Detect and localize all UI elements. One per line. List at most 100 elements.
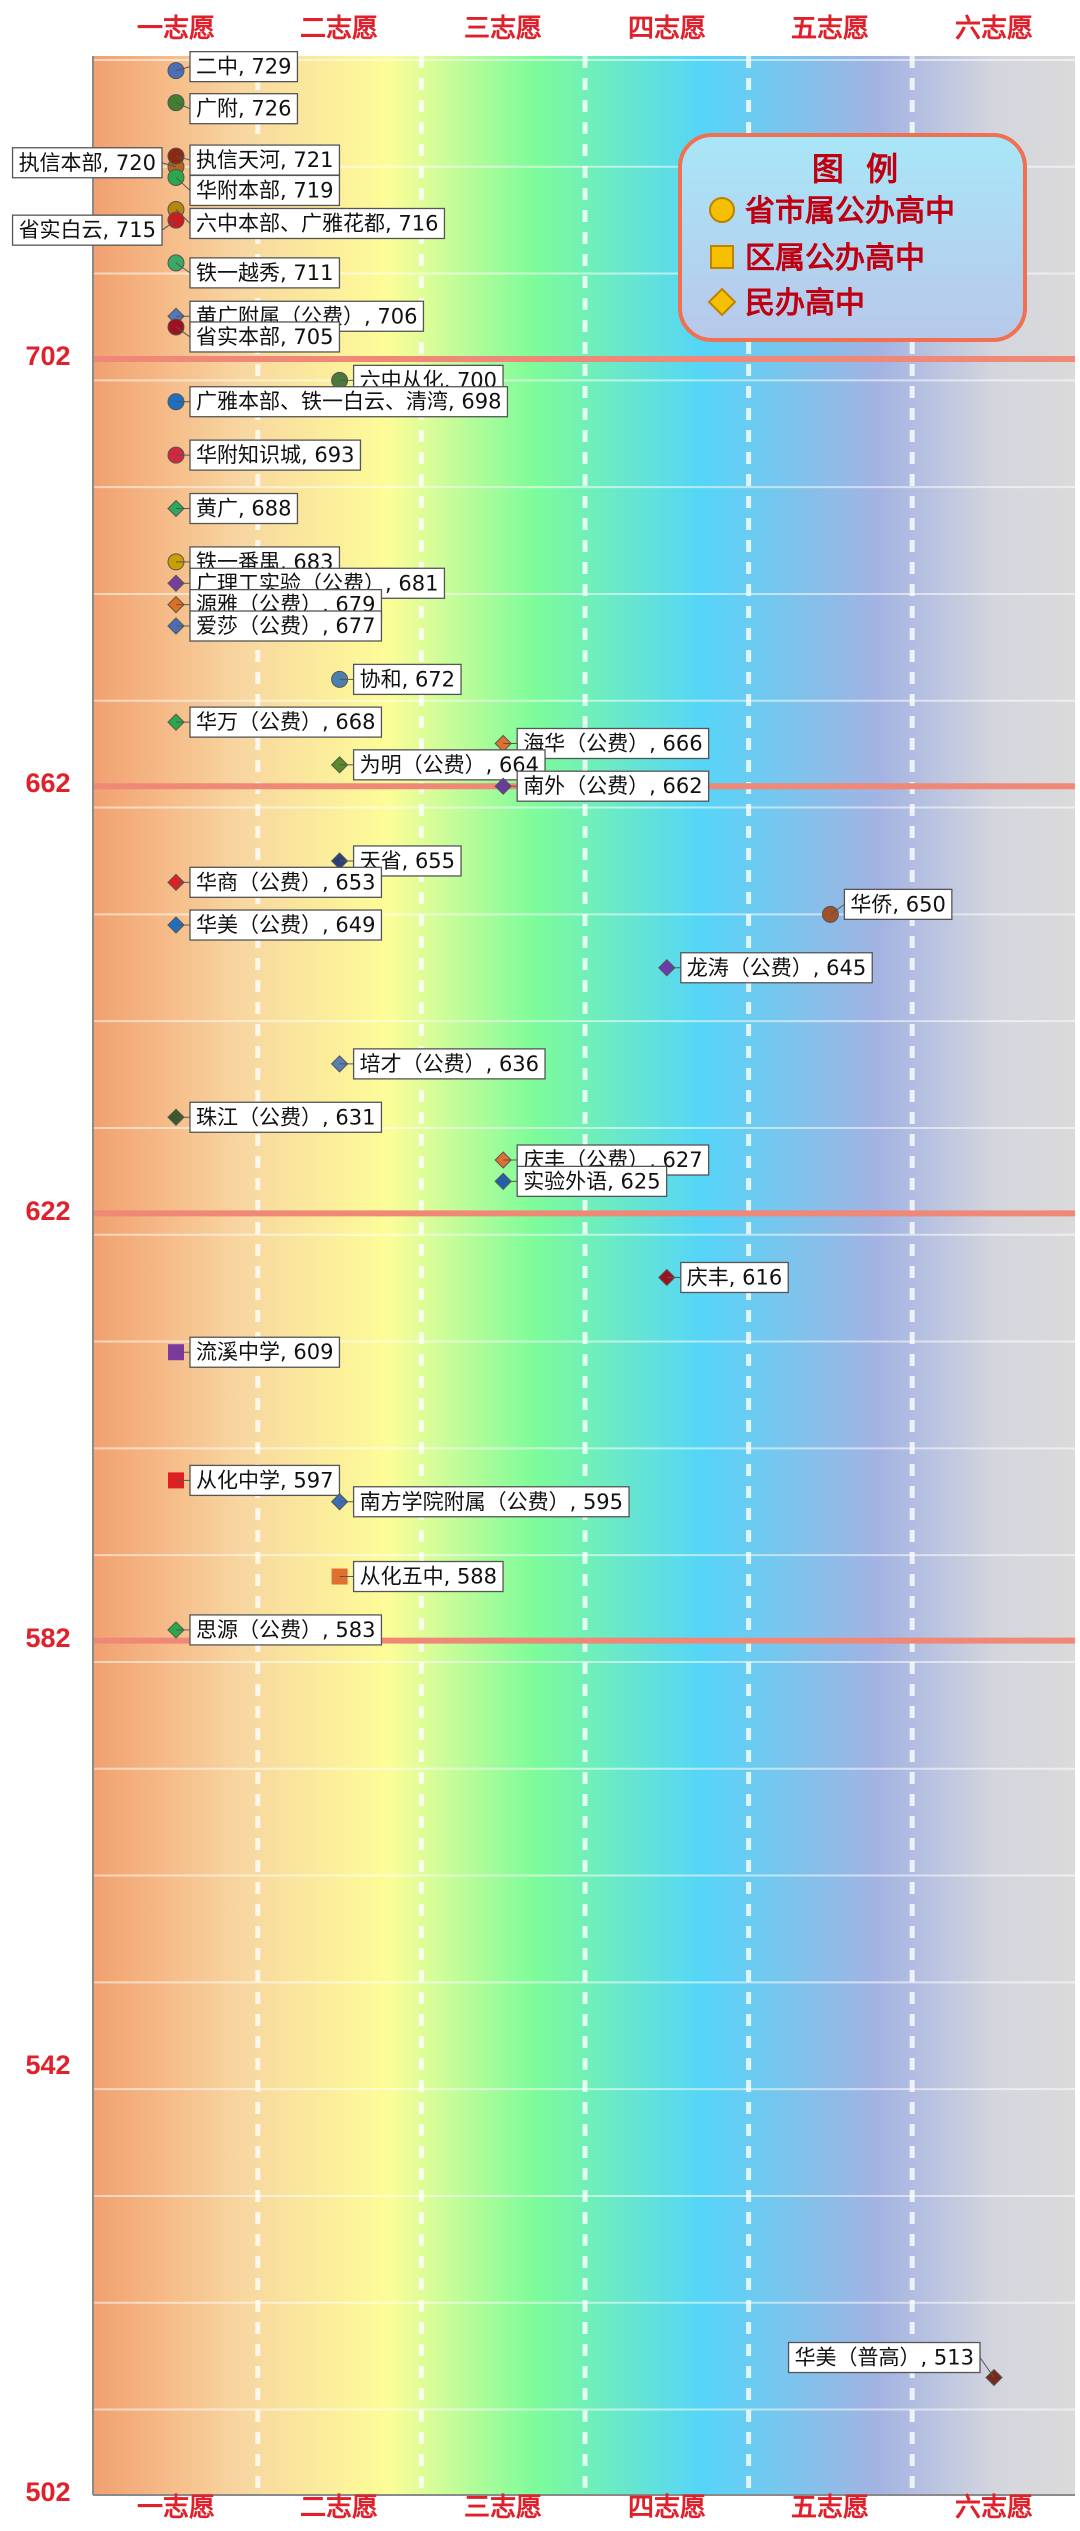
point-label-box <box>189 492 299 525</box>
data-point: 南外（公费）, 662 <box>494 770 710 802</box>
point-label-box <box>352 1048 546 1080</box>
data-point: 省实白云, 715 <box>11 211 185 246</box>
point-leader-line <box>175 177 191 191</box>
data-point: 流溪中学, 609 <box>168 1336 341 1368</box>
point-leader-line <box>175 262 191 274</box>
point-label: 铁一越秀, 711 <box>196 261 333 285</box>
point-label-box <box>352 1486 630 1518</box>
y-tick-label: 582 <box>25 1623 70 1653</box>
point-label-box <box>189 321 341 353</box>
bottom-column-label: 五志愿 <box>791 2493 869 2523</box>
point-label: 省实本部, 705 <box>196 325 333 349</box>
data-point: 执信本部, 720 <box>11 147 185 179</box>
data-point: 培才（公费）, 636 <box>330 1048 546 1080</box>
point-label: 南外（公费）, 662 <box>523 774 702 798</box>
legend-circle-marker <box>709 197 735 223</box>
point-label-box <box>189 1336 341 1368</box>
point-label-box <box>189 439 362 471</box>
data-point: 海华（公费）, 666 <box>494 727 710 760</box>
bottom-column-label: 一志愿 <box>137 2493 215 2523</box>
point-leader-line <box>979 2357 995 2378</box>
legend-diamond-marker <box>707 287 737 317</box>
point-label-box <box>11 214 163 246</box>
point-label-box <box>189 1614 383 1646</box>
point-label: 协和, 672 <box>360 667 455 691</box>
y-tick-labels: 502 542 582 622 662 702 <box>25 341 70 2507</box>
point-label-box <box>189 174 341 207</box>
data-point: 珠江（公费）, 631 <box>167 1101 383 1133</box>
point-label: 培才（公费）, 636 <box>360 1052 539 1076</box>
data-point: 从化中学, 597 <box>168 1464 341 1497</box>
y-tick-label: 502 <box>25 2477 70 2507</box>
point-leader-line <box>175 155 191 161</box>
bottom-column-label: 三志愿 <box>464 2493 542 2523</box>
point-label: 流溪中学, 609 <box>196 1340 333 1364</box>
data-point: 华附本部, 719 <box>167 168 341 207</box>
point-label: 华万（公费）, 668 <box>196 710 375 734</box>
top-column-label: 五志愿 <box>791 14 869 44</box>
bottom-column-label: 二志愿 <box>300 2493 378 2523</box>
top-column-label: 三志愿 <box>464 14 542 44</box>
point-label: 执信本部, 720 <box>19 151 156 175</box>
point-label: 广附, 726 <box>196 97 291 121</box>
point-label: 华美（普高）, 513 <box>795 2346 974 2370</box>
data-point: 广雅本部、铁一白云、清湾, 698 <box>167 386 509 418</box>
point-leader-line <box>161 162 177 168</box>
top-column-label: 四志愿 <box>628 14 706 44</box>
point-leader-line <box>175 102 191 110</box>
data-point: 二中, 729 <box>167 50 299 83</box>
point-label: 为明（公费）, 664 <box>360 753 539 777</box>
data-point: 执信天河, 721 <box>167 144 341 176</box>
point-label-box <box>516 1165 668 1198</box>
top-column-label: 一志愿 <box>137 14 215 44</box>
bottom-column-label: 四志愿 <box>628 2493 706 2523</box>
point-leader-line <box>175 66 191 72</box>
legend-item-label: 区属公办高中 <box>745 241 925 276</box>
legend-title: 图 例 <box>812 150 898 188</box>
point-label: 实验外语, 625 <box>523 1169 660 1193</box>
y-tick-label: 702 <box>25 341 70 371</box>
top-column-label: 六志愿 <box>955 14 1033 44</box>
point-label-box <box>189 610 383 642</box>
data-point: 协和, 672 <box>331 663 462 696</box>
legend-square-marker <box>710 245 734 269</box>
data-point: 广附, 726 <box>167 93 299 125</box>
data-point: 黄广附属（公费）, 706 <box>167 300 425 332</box>
point-label-box <box>189 866 383 898</box>
legend-item-label: 民办高中 <box>745 286 865 321</box>
point-label: 从化中学, 597 <box>196 1468 333 1492</box>
y-tick-label: 542 <box>25 2050 70 2080</box>
data-point: 龙涛（公费）, 645 <box>658 952 873 984</box>
bottom-column-label: 六志愿 <box>955 2493 1033 2523</box>
data-point: 黄广, 688 <box>167 492 299 525</box>
point-label: 龙涛（公费）, 645 <box>687 956 866 980</box>
bottom-column-labels: 一志愿 二志愿 三志愿 四志愿 五志愿 六志愿 <box>137 2493 1033 2523</box>
point-label: 华附知识城, 693 <box>196 443 354 467</box>
legend-box <box>678 133 1027 342</box>
point-leader-line <box>175 326 191 338</box>
point-label: 爱莎（公费）, 677 <box>196 614 375 638</box>
legend-item-label: 省市属公办高中 <box>745 194 955 229</box>
data-point: 庆丰, 616 <box>658 1261 789 1294</box>
point-label: 六中本部、广雅花都, 716 <box>196 211 438 235</box>
point-label-box <box>189 93 299 125</box>
y-tick-label: 662 <box>25 768 70 798</box>
point-label: 华美（公费）, 649 <box>196 913 375 937</box>
point-label-box <box>352 1560 504 1593</box>
point-label: 从化五中, 588 <box>360 1565 497 1589</box>
point-label: 珠江（公费）, 631 <box>196 1105 375 1129</box>
point-label: 海华（公费）, 666 <box>523 731 702 755</box>
legend: 图 例 省市属公办高中 区属公办高中 民办高中 <box>678 133 1027 342</box>
point-label: 庆丰, 616 <box>687 1265 782 1289</box>
point-leader-line <box>830 903 845 915</box>
point-label-box <box>189 50 299 83</box>
data-point: 实验外语, 625 <box>494 1165 668 1198</box>
point-label: 执信天河, 721 <box>196 148 333 172</box>
point-label: 黄广, 688 <box>196 497 291 521</box>
point-label: 广雅本部、铁一白云、清湾, 698 <box>196 390 501 414</box>
point-leader-line <box>161 219 177 231</box>
top-column-labels: 一志愿 二志愿 三志愿 四志愿 五志愿 六志愿 <box>137 14 1033 44</box>
data-point: 为明（公费）, 664 <box>330 749 546 781</box>
point-label-box <box>189 386 509 418</box>
